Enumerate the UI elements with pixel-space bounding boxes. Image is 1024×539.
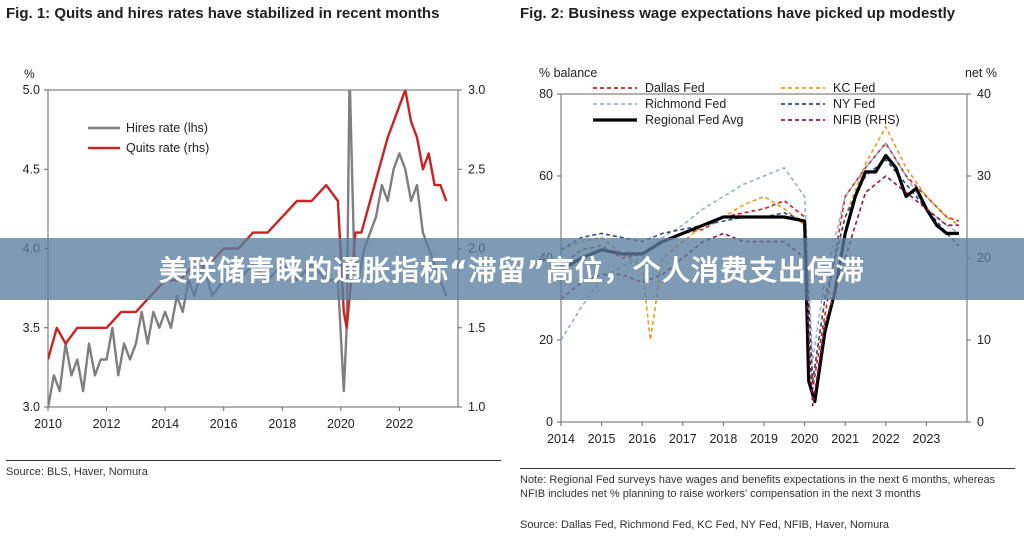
headline-banner: 美联储青睐的通胀指标“滞留”高位，个人消费支出停滞 [0,238,1024,300]
fig2-right-tick-label: 0 [977,415,984,429]
fig1-x-tick-label: 2014 [151,417,179,431]
fig2-x-tick-label: 2018 [709,432,737,445]
fig2-x-tick-label: 2022 [872,432,900,445]
fig2-x-tick-label: 2016 [628,432,656,445]
fig1-x-tick-label: 2016 [210,417,238,431]
fig2-left-tick-label: 60 [539,169,553,183]
figure-2-title: Fig. 2: Business wage expectations have … [520,5,956,22]
fig2-legend-label-0: Dallas Fed [645,81,705,95]
fig2-x-tick-label: 2015 [588,432,616,445]
fig1-x-tick-label: 2022 [386,417,414,431]
figure-2-source: Source: Dallas Fed, Richmond Fed, KC Fed… [520,519,890,531]
fig1-left-tick-label: 3.0 [23,400,40,414]
fig2-right-axis-label: net % [965,66,997,80]
fig2-left-tick-label: 20 [539,333,553,347]
fig1-series-line-1 [48,90,448,360]
fig2-right-tick-label: 10 [977,333,991,347]
fig2-x-tick-label: 2019 [750,432,778,445]
headline-text: 美联储青睐的通胀指标“滞留”高位，个人消费支出停滞 [159,254,865,287]
fig2-legend-label-4: Regional Fed Avg [645,113,743,127]
fig2-legend-label-1: KC Fed [833,81,875,95]
fig2-x-tick-label: 2020 [791,432,819,445]
fig2-left-axis-label: % balance [539,66,597,80]
fig1-x-tick-label: 2012 [93,417,121,431]
fig1-y-unit-label: % [24,67,35,81]
figure-1-source-rule [6,460,501,461]
fig2-x-tick-label: 2017 [669,432,697,445]
fig1-legend-label-1: Quits rate (rhs) [126,141,209,155]
fig1-right-tick-label: 3.0 [468,83,485,97]
figure-2-note: Note: Regional Fed surveys have wages an… [520,474,996,500]
fig1-left-tick-label: 4.5 [23,162,40,176]
figure-1-source: Source: BLS, Haver, Nomura [6,466,148,478]
fig1-right-tick-label: 2.5 [468,162,485,176]
fig2-left-tick-label: 0 [546,415,553,429]
fig2-x-tick-label: 2021 [831,432,859,445]
fig2-legend-label-2: Richmond Fed [645,97,726,111]
fig1-x-tick-label: 2018 [268,417,296,431]
fig1-legend-label-0: Hires rate (lhs) [126,121,208,135]
fig1-left-tick-label: 5.0 [23,83,40,97]
fig2-x-tick-label: 2014 [547,432,575,445]
fig1-left-tick-label: 3.5 [23,321,40,335]
fig2-right-tick-label: 40 [977,87,991,101]
figure-1-title: Fig. 1: Quits and hires rates have stabi… [6,5,440,22]
fig1-x-tick-label: 2010 [34,417,62,431]
fig2-legend-label-3: NY Fed [833,97,875,111]
fig2-right-tick-label: 30 [977,169,991,183]
figure-1-chart: 3.03.54.04.55.01.01.52.02.53.02010201220… [23,67,486,431]
fig1-x-tick-label: 2020 [327,417,355,431]
fig1-right-tick-label: 1.5 [468,321,485,335]
fig2-left-tick-label: 80 [539,87,553,101]
fig2-legend-label-5: NFIB (RHS) [833,113,900,127]
fig2-x-tick-label: 2023 [912,432,940,445]
fig1-right-tick-label: 1.0 [468,400,485,414]
figure-2-note-rule [520,468,1015,469]
